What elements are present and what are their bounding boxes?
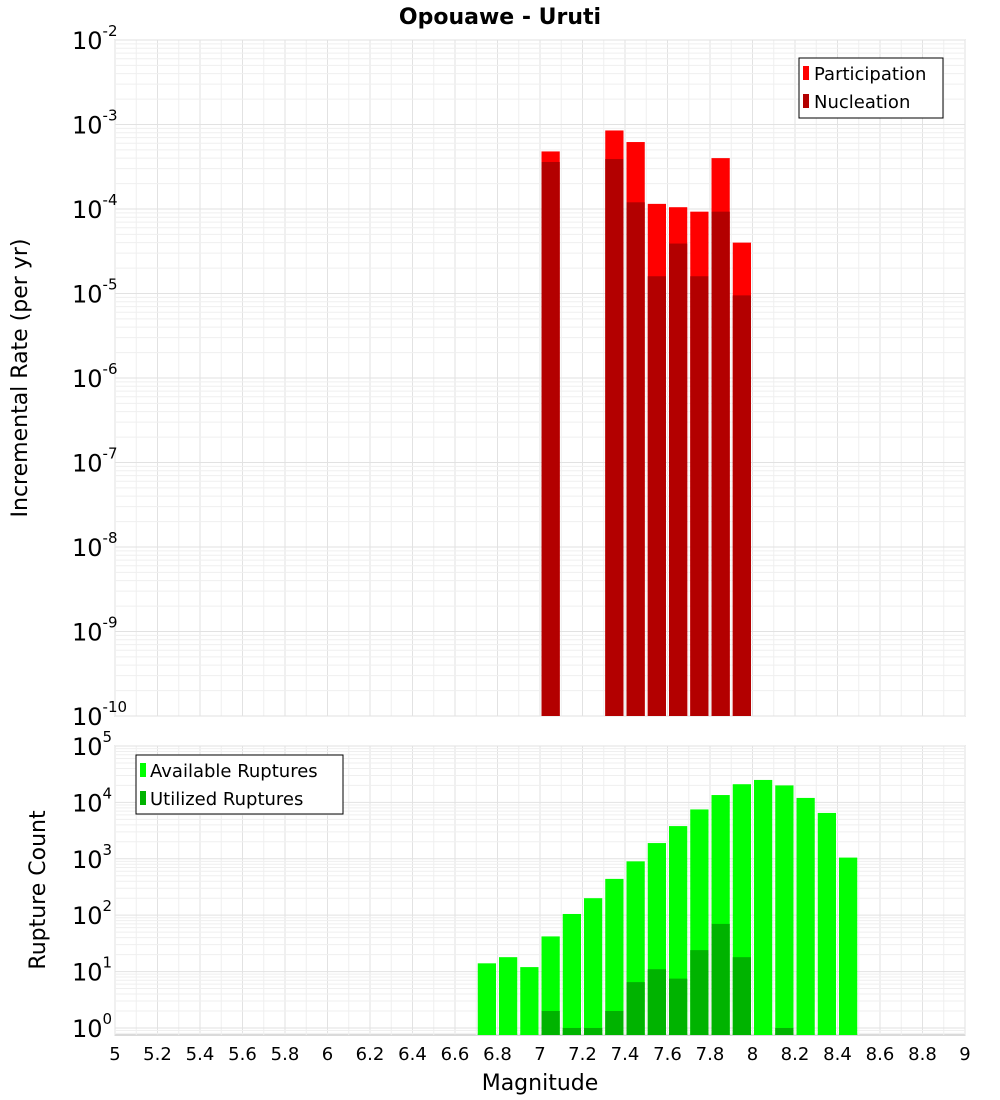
bar-available-ruptures <box>796 797 815 1035</box>
y-tick-label: 10-8 <box>72 529 118 562</box>
y-tick-label: 101 <box>72 954 112 987</box>
bar-nucleation <box>711 211 730 716</box>
y-tick-label: 100 <box>72 1010 112 1043</box>
y-tick-label: 104 <box>72 784 112 817</box>
bar-available-ruptures <box>520 967 539 1035</box>
x-tick-label: 7.2 <box>568 1044 597 1065</box>
legend-label-available-ruptures: Available Ruptures <box>150 761 318 782</box>
legend-label-utilized-ruptures: Utilized Ruptures <box>150 789 303 810</box>
x-tick-label: 8.2 <box>781 1044 810 1065</box>
bar-utilized-ruptures <box>647 969 666 1035</box>
top-bars <box>541 130 751 717</box>
top-gridlines <box>114 39 966 717</box>
incremental-rate-panel: 10-10 10-9 10-8 10-7 10-6 10-5 10-4 10-3 10-2 In… <box>8 22 966 731</box>
bar-nucleation <box>732 295 751 716</box>
x-tick-label: 5.6 <box>228 1044 257 1065</box>
x-tick-label: 6 <box>322 1044 333 1065</box>
bar-nucleation <box>626 202 645 716</box>
bar-utilized-ruptures <box>562 1027 581 1035</box>
bar-utilized-ruptures <box>541 1010 560 1035</box>
y-tick-label: 10-9 <box>72 614 118 647</box>
bar-available-ruptures <box>775 785 794 1035</box>
bar-available-ruptures <box>541 936 560 1035</box>
x-tick-label: 6.4 <box>398 1044 427 1065</box>
bar-nucleation <box>605 159 624 716</box>
legend-swatch-available <box>140 763 146 777</box>
x-tick-label: 6.6 <box>441 1044 470 1065</box>
y-tick-label: 10-5 <box>72 276 118 309</box>
bar-utilized-ruptures <box>669 978 688 1035</box>
bar-utilized-ruptures <box>711 923 730 1035</box>
bar-available-ruptures <box>605 878 624 1035</box>
x-axis-ticks: 5 5.2 5.4 5.6 5.8 6 6.2 6.4 6.6 6.8 7 7.2 7.4 7.6 7.8 8… <box>109 1044 970 1065</box>
legend-swatch-participation <box>803 66 809 80</box>
bar-nucleation <box>541 161 560 716</box>
x-tick-label: 8 <box>747 1044 758 1065</box>
bar-available-ruptures <box>499 957 518 1035</box>
y-tick-label: 105 <box>72 728 112 761</box>
bar-utilized-ruptures <box>775 1027 794 1035</box>
bar-utilized-ruptures <box>626 982 645 1035</box>
x-tick-label: 6.2 <box>356 1044 385 1065</box>
y-tick-label: 10-7 <box>72 445 118 478</box>
top-y-tick-labels: 10-10 10-9 10-8 10-7 10-6 10-5 10-4 10-3 10-2 <box>72 22 127 731</box>
bottom-legend-box <box>135 754 344 815</box>
y-tick-label: 10-10 <box>72 698 127 731</box>
top-y-axis-label: Incremental Rate (per yr) <box>8 239 33 518</box>
bar-available-ruptures <box>839 857 858 1035</box>
x-tick-label: 8.4 <box>823 1044 852 1065</box>
bar-utilized-ruptures <box>605 1010 624 1035</box>
y-tick-label: 10-4 <box>72 191 118 224</box>
x-tick-label: 5.4 <box>186 1044 215 1065</box>
y-tick-label: 10-2 <box>72 22 118 55</box>
bottom-y-axis-label: Rupture Count <box>26 810 51 970</box>
bar-available-ruptures <box>584 898 603 1035</box>
top-legend-box <box>798 57 944 119</box>
x-tick-label: 8.6 <box>866 1044 895 1065</box>
bar-utilized-ruptures <box>732 957 751 1035</box>
x-tick-label: 7.8 <box>696 1044 725 1065</box>
bar-available-ruptures <box>562 913 581 1035</box>
bar-nucleation <box>669 243 688 716</box>
x-tick-label: 9 <box>959 1044 970 1065</box>
x-tick-label: 5.2 <box>143 1044 172 1065</box>
top-legend: Participation Nucleation <box>798 57 944 119</box>
bottom-legend: Available Ruptures Utilized Ruptures <box>135 754 344 815</box>
y-tick-label: 102 <box>72 897 112 930</box>
bottom-bars <box>477 779 858 1035</box>
x-tick-label: 7.4 <box>611 1044 640 1065</box>
bottom-y-tick-labels: 100 101 102 103 104 105 <box>72 728 112 1043</box>
legend-label-nucleation: Nucleation <box>814 92 910 113</box>
bar-nucleation <box>647 276 666 716</box>
x-tick-label: 5 <box>109 1044 120 1065</box>
bar-utilized-ruptures <box>690 950 709 1035</box>
bar-utilized-ruptures <box>584 1027 603 1035</box>
bar-available-ruptures <box>477 963 496 1035</box>
y-tick-label: 103 <box>72 841 112 874</box>
x-tick-label: 8.8 <box>908 1044 937 1065</box>
legend-swatch-utilized <box>140 791 146 805</box>
legend-swatch-nucleation <box>803 94 809 108</box>
rupture-count-panel: 100 101 102 103 104 105 Rupture Count Availab… <box>26 728 966 1043</box>
x-tick-label: 6.8 <box>483 1044 512 1065</box>
x-tick-label: 7 <box>534 1044 545 1065</box>
x-axis-label: Magnitude <box>482 1071 599 1096</box>
x-tick-label: 5.8 <box>271 1044 300 1065</box>
x-tick-label: 7.6 <box>653 1044 682 1065</box>
bar-available-ruptures <box>817 812 836 1035</box>
bar-nucleation <box>690 276 709 716</box>
bar-available-ruptures <box>754 779 773 1035</box>
y-tick-label: 10-3 <box>72 107 118 140</box>
legend-label-participation: Participation <box>814 64 926 85</box>
y-tick-label: 10-6 <box>72 360 118 393</box>
chart-title: Opouawe - Uruti <box>399 5 601 30</box>
